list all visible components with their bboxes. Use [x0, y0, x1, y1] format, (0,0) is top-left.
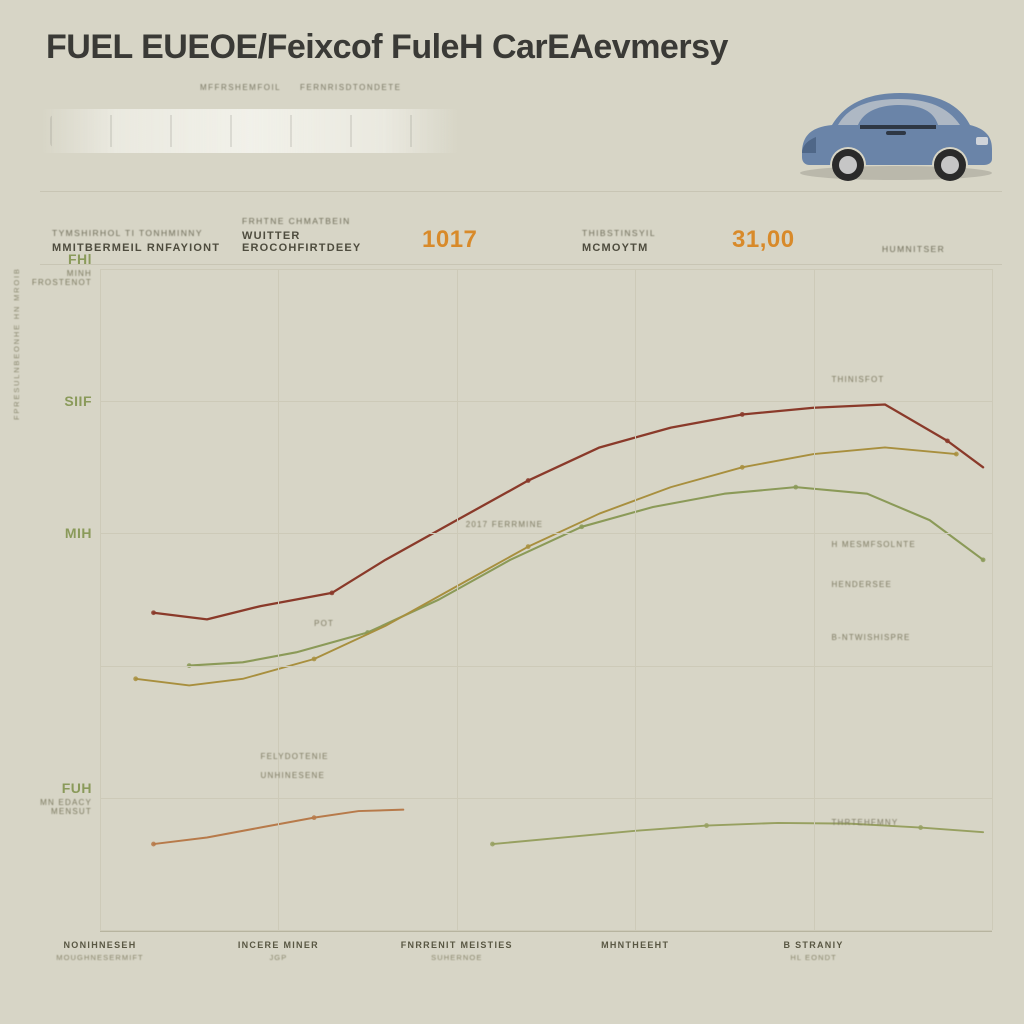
x-main: INCERE MINER: [238, 940, 319, 950]
grid-v: [100, 269, 101, 930]
x-axis-label: MHNTHEEHT: [601, 940, 669, 950]
chart-container: FHlMINH FROSTENOTSIIFMIHFUHMN EDACY MENS…: [40, 269, 1002, 1002]
series-point: [526, 544, 531, 549]
header-cell-4: 31,00: [732, 226, 882, 254]
header-main: MCMOYTM: [582, 242, 732, 254]
series-point: [312, 815, 317, 820]
series-point: [981, 557, 986, 562]
grid-v: [278, 269, 279, 930]
chart-annotation: FELYDOTENIE: [261, 752, 329, 761]
y-text: MINH FROSTENOT: [12, 269, 92, 287]
chart-annotation: 2017 FERRMINE: [466, 520, 543, 529]
grid-v: [814, 269, 815, 930]
y-icon: FUH: [62, 780, 92, 796]
series-point: [151, 842, 156, 847]
series-point: [704, 823, 709, 828]
header-value: 31,00: [732, 226, 882, 254]
series-point: [579, 524, 584, 529]
grid-v: [635, 269, 636, 930]
stats-header: TYMSHIRHOL TI TONHMINNYMMITBERMEIL RNFAY…: [40, 191, 1002, 265]
y-text: MN EDACY MENSUT: [12, 798, 92, 816]
x-axis-label: FNRRENIT MEISTIES SUHERNOE: [401, 940, 513, 962]
x-axis-label: NONIHNESEH MOUGHNESERMIFT: [56, 940, 143, 962]
series-series-c: [136, 447, 957, 685]
grid-v: [457, 269, 458, 930]
grid-h: [100, 666, 992, 667]
series-point: [526, 478, 531, 483]
speed-blur-bar: [40, 109, 460, 153]
y-axis-label: FUH MN EDACY MENSUT: [12, 780, 92, 816]
header-cell-1: FRHTNE CHMATBEIN WUITTER EROCOHFIRTDEEY: [242, 216, 422, 254]
x-main: B STRANIY: [783, 940, 843, 950]
car-illustration: [788, 75, 998, 181]
x-sub: JGP: [269, 953, 287, 962]
chart-annotation: H MESMFSOLNTE: [831, 540, 916, 549]
chart-annotation: HENDERSEE: [831, 580, 892, 589]
header-cell-3: THIBSTINSYIL MCMOYTM: [582, 228, 732, 254]
y-axis-label: FHl MINH FROSTENOT: [12, 251, 92, 287]
y-icon: FHl: [68, 251, 92, 267]
header-value: 1017: [422, 226, 582, 254]
header-main: WUITTER EROCOHFIRTDEEY: [242, 230, 422, 254]
x-sub: HL EONDT: [790, 953, 836, 962]
series-point: [151, 610, 156, 615]
side-caption: FPRESULNBEONHE HN MROIB: [12, 267, 21, 420]
header-sub: TYMSHIRHOL TI TONHMINNY: [52, 228, 242, 238]
chart-annotation: THINISFOT: [831, 375, 884, 384]
x-main: FNRRENIT MEISTIES: [401, 940, 513, 950]
header-cell-5: HUMNITSER: [882, 244, 992, 254]
header-cell-2: 1017: [422, 226, 582, 254]
chart-annotation: B-NTWISHISPRE: [831, 633, 910, 642]
x-main: MHNTHEEHT: [601, 940, 669, 950]
line-chart: FHlMINH FROSTENOTSIIFMIHFUHMN EDACY MENS…: [100, 269, 992, 932]
series-point: [740, 465, 745, 470]
series-series-e-low: [493, 823, 984, 844]
x-sub: SUHERNOE: [431, 953, 482, 962]
x-axis-label: INCERE MINER JGP: [238, 940, 319, 962]
header-sub: THIBSTINSYIL: [582, 228, 732, 238]
grid-h: [100, 533, 992, 534]
series-point: [945, 438, 950, 443]
chart-annotation: UNHINESENE: [261, 771, 325, 780]
grid-h: [100, 930, 992, 931]
header-sub: FRHTNE CHMATBEIN: [242, 216, 422, 226]
grid-h: [100, 269, 992, 270]
series-point: [793, 485, 798, 490]
y-icon: SIIF: [64, 393, 92, 409]
series-point: [918, 825, 923, 830]
x-sub: MOUGHNESERMIFT: [56, 953, 143, 962]
hero-mini-1: MFFRSHEMFOIL: [200, 83, 281, 92]
chart-annotation: THRTEHFMNY: [831, 818, 898, 827]
series-point: [740, 412, 745, 417]
header-sub: HUMNITSER: [882, 244, 992, 254]
grid-h: [100, 401, 992, 402]
x-main: NONIHNESEH: [63, 940, 136, 950]
y-icon: MIH: [65, 525, 92, 541]
series-point: [490, 842, 495, 847]
y-axis-label: SIIF: [12, 393, 92, 409]
page-title: FUEL EUEOE/Feixcof FuleH CarEAevmersy: [46, 28, 1002, 67]
series-point: [312, 657, 317, 662]
hero-area: MFFRSHEMFOIL FERNRISDTONDETE: [40, 73, 1002, 183]
grid-v: [992, 269, 993, 930]
y-axis-label: MIH: [12, 525, 92, 541]
series-point: [330, 590, 335, 595]
grid-h: [100, 798, 992, 799]
chart-annotation: POT: [314, 619, 334, 628]
hero-mini-2: FERNRISDTONDETE: [300, 83, 401, 92]
series-point: [133, 676, 138, 681]
series-point: [954, 452, 959, 457]
x-axis-label: B STRANIY HL EONDT: [783, 940, 843, 962]
